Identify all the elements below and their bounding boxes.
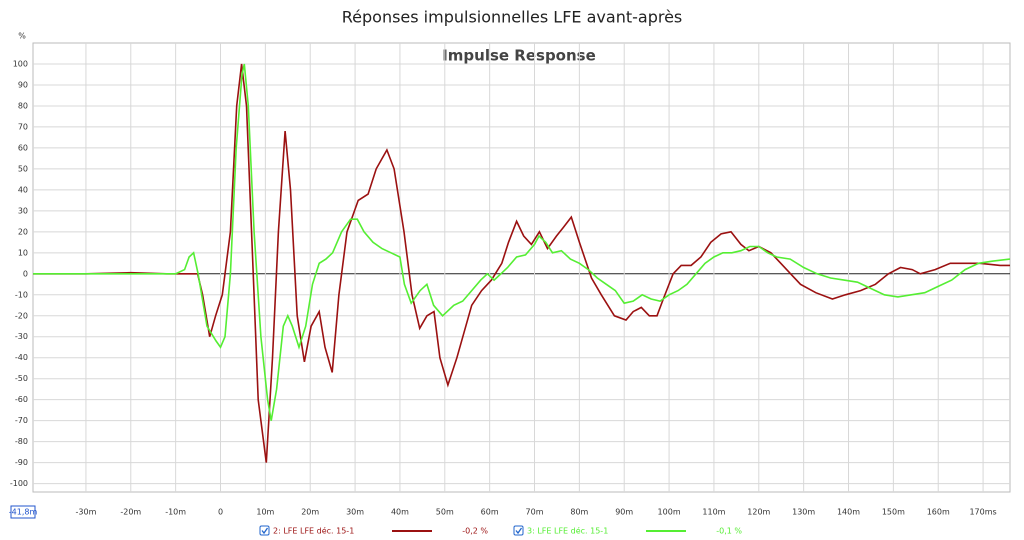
- x-tick-label: 50m: [436, 508, 454, 517]
- y-tick-label: -20: [15, 311, 28, 320]
- y-tick-label: -50: [15, 374, 28, 383]
- y-tick-label: -100: [10, 479, 28, 488]
- x-tick-label: 140m: [837, 508, 860, 517]
- x-tick-label: 30m: [346, 508, 364, 517]
- x-tick-label: 130m: [792, 508, 815, 517]
- y-tick-label: -30: [15, 332, 28, 341]
- legend-checkbox[interactable]: [259, 525, 270, 536]
- x-tick-label: 60m: [481, 508, 499, 517]
- x-tick-label: 10m: [256, 508, 274, 517]
- y-unit: %: [18, 32, 26, 41]
- y-tick-label: -70: [15, 416, 28, 425]
- chart-subtitle: Impulse Response: [442, 47, 596, 65]
- legend-check: [515, 527, 523, 535]
- y-tick-label: 60: [18, 143, 28, 152]
- x-tick-label: -20m: [120, 508, 141, 517]
- y-tick-label: -90: [15, 458, 28, 467]
- x-tick-label: 90m: [615, 508, 633, 517]
- legend-value: -0,1 %: [716, 527, 742, 536]
- y-tick-label: 0: [23, 269, 28, 278]
- y-tick-label: 90: [18, 80, 28, 89]
- x-tick-label: 120m: [747, 508, 770, 517]
- x-tick-label: 80m: [570, 508, 588, 517]
- x-tick-label: 20m: [301, 508, 319, 517]
- chart-title: Réponses impulsionnelles LFE avant-après: [342, 8, 683, 27]
- legend-label: 2: LFE LFE déc. 15-1: [273, 526, 354, 536]
- y-tick-label: 50: [18, 164, 28, 173]
- x-tick-label: 70m: [526, 508, 544, 517]
- legend-check: [261, 527, 269, 535]
- y-tick-label: 70: [18, 122, 28, 131]
- plot-frame: [32, 42, 1011, 493]
- y-tick-label: -60: [15, 395, 28, 404]
- x-start-box: [10, 505, 36, 519]
- x-tick-label: 160m: [927, 508, 950, 517]
- y-tick-label: 40: [18, 185, 28, 194]
- x-tick-label: -10m: [165, 508, 186, 517]
- series-line: [33, 63, 1011, 421]
- legend-value: -0,2 %: [462, 527, 488, 536]
- x-tick-label: 40m: [391, 508, 409, 517]
- x-tick-label: 150m: [882, 508, 905, 517]
- x-tick-label: 110m: [702, 508, 725, 517]
- y-tick-label: 80: [18, 101, 28, 110]
- y-tick-label: -80: [15, 437, 28, 446]
- y-tick-label: 10: [18, 248, 28, 257]
- x-tick-label: 170ms: [969, 508, 996, 517]
- legend-label: 3: LFE LFE déc. 15-1: [527, 526, 608, 536]
- y-tick-label: -40: [15, 353, 28, 362]
- legend-checkbox[interactable]: [513, 525, 524, 536]
- x-tick-label: -41,8m: [9, 508, 38, 517]
- y-tick-label: 30: [18, 206, 28, 215]
- y-tick-label: -10: [15, 290, 28, 299]
- x-tick-label: 100m: [658, 508, 681, 517]
- y-tick-label: 100: [13, 59, 28, 68]
- x-tick-label: -30m: [76, 508, 97, 517]
- series-line: [33, 63, 1010, 463]
- y-tick-label: 20: [18, 227, 28, 236]
- x-tick-label: 0: [218, 508, 223, 517]
